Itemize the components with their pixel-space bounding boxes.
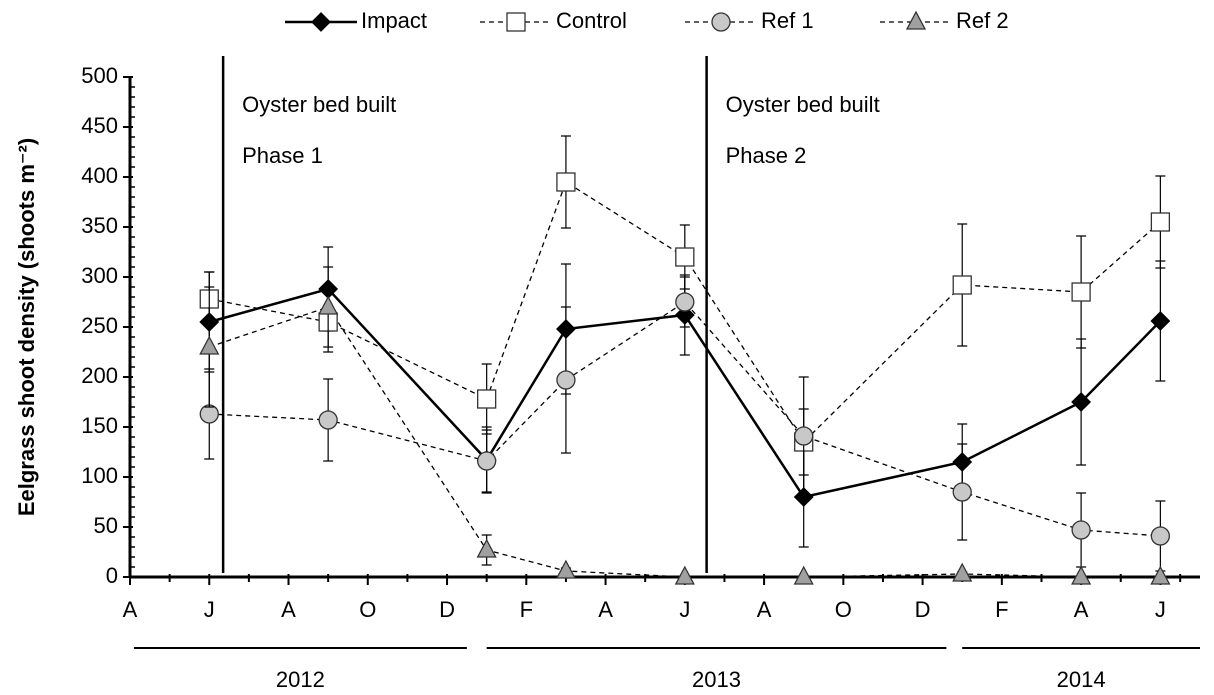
event-label: Oyster bed built: [242, 92, 396, 117]
x-tick-label: A: [1074, 597, 1089, 622]
y-tick-label: 200: [81, 363, 118, 388]
legend-label: Control: [556, 8, 627, 33]
marker: [1071, 282, 1091, 302]
y-tick-label: 400: [81, 163, 118, 188]
x-tick-label: A: [123, 597, 138, 622]
marker: [674, 565, 695, 585]
marker: [506, 12, 526, 32]
x-tick-label: A: [757, 597, 772, 622]
x-tick-label: O: [835, 597, 852, 622]
x-tick-label: J: [679, 597, 690, 622]
y-tick-label: 0: [106, 563, 118, 588]
marker: [476, 538, 497, 558]
year-label: 2012: [276, 667, 325, 692]
marker: [793, 487, 814, 507]
marker: [794, 426, 814, 446]
marker: [1150, 565, 1171, 585]
marker: [199, 335, 220, 355]
marker: [952, 562, 973, 582]
y-tick-label: 500: [81, 63, 118, 88]
marker: [1071, 520, 1091, 540]
series-line: [209, 301, 1161, 537]
marker: [1150, 526, 1171, 546]
marker: [1071, 565, 1092, 585]
marker: [905, 10, 927, 30]
y-tick-label: 300: [81, 263, 118, 288]
x-tick-label: F: [520, 597, 533, 622]
x-tick-label: J: [204, 597, 215, 622]
marker: [952, 482, 972, 502]
x-tick-label: J: [1155, 597, 1166, 622]
year-label: 2013: [692, 667, 741, 692]
y-tick-label: 50: [94, 513, 118, 538]
marker: [318, 295, 339, 315]
marker: [793, 565, 814, 585]
marker: [318, 410, 338, 430]
marker: [477, 451, 497, 471]
x-tick-label: O: [359, 597, 376, 622]
marker: [556, 370, 576, 390]
y-tick-label: 150: [81, 413, 118, 438]
y-tick-label: 450: [81, 113, 118, 138]
x-tick-label: F: [995, 597, 1008, 622]
event-sublabel: Phase 1: [242, 143, 323, 168]
marker: [675, 292, 695, 312]
x-tick-label: A: [281, 597, 296, 622]
legend-label: Ref 2: [956, 8, 1009, 33]
legend-label: Ref 1: [761, 8, 814, 33]
marker: [556, 172, 576, 192]
y-axis-label: Eelgrass shoot density (shoots m⁻²): [14, 138, 39, 516]
marker: [675, 247, 695, 267]
marker: [711, 12, 731, 32]
marker: [952, 275, 972, 295]
event-label: Oyster bed built: [726, 92, 880, 117]
marker: [1071, 392, 1092, 412]
x-tick-label: D: [439, 597, 455, 622]
marker: [199, 404, 219, 424]
year-label: 2014: [1057, 667, 1106, 692]
legend-label: Impact: [361, 8, 427, 33]
y-tick-label: 250: [81, 313, 118, 338]
marker: [477, 389, 497, 409]
y-tick-label: 350: [81, 213, 118, 238]
marker: [1150, 311, 1171, 331]
marker: [1150, 212, 1171, 232]
x-tick-label: D: [915, 597, 931, 622]
marker: [555, 559, 577, 579]
y-tick-label: 100: [81, 463, 118, 488]
x-tick-label: A: [598, 597, 613, 622]
marker: [311, 12, 331, 32]
event-sublabel: Phase 2: [726, 143, 807, 168]
